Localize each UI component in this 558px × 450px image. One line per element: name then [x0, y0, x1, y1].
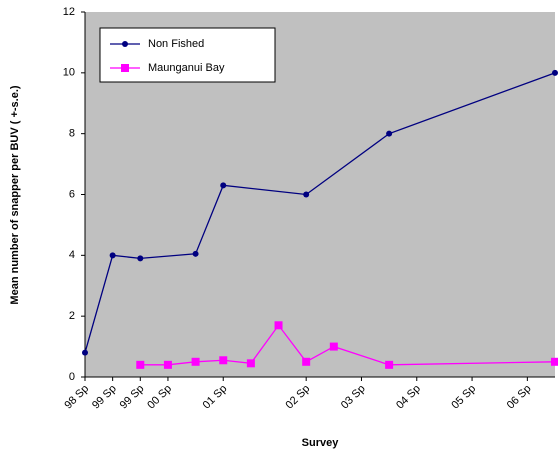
y-tick-label: 4	[69, 249, 75, 261]
marker	[551, 357, 558, 366]
marker	[385, 360, 394, 369]
x-axis-title: Survey	[302, 437, 340, 449]
marker	[552, 69, 558, 76]
marker	[329, 342, 338, 351]
marker	[137, 255, 144, 262]
y-tick-label: 12	[63, 6, 75, 18]
marker	[302, 357, 311, 366]
marker	[246, 359, 255, 368]
y-tick-label: 0	[69, 371, 75, 383]
marker	[386, 130, 393, 137]
series-line	[84, 72, 556, 353]
x-tick-label: 01 Sp	[201, 383, 230, 412]
marker	[136, 360, 145, 369]
x-tick-label: 00 Sp	[145, 383, 174, 412]
y-tick-label: 8	[69, 128, 75, 140]
y-tick-label: 2	[69, 310, 75, 322]
legend-marker	[122, 41, 128, 47]
x-tick-label: 02 Sp	[284, 383, 313, 412]
marker	[219, 356, 228, 365]
y-tick-label: 10	[63, 67, 75, 79]
marker	[303, 191, 310, 198]
x-tick-label: 98 Sp	[62, 383, 91, 412]
series-line	[140, 324, 556, 366]
marker	[109, 252, 116, 259]
x-tick-label: 06 Sp	[505, 383, 534, 412]
y-axis-title: Mean number of snapper per BUV ( +-s.e.)	[9, 85, 21, 304]
legend-label: Non Fished	[148, 38, 204, 50]
marker	[82, 349, 88, 356]
marker	[220, 182, 227, 189]
marker	[163, 360, 172, 369]
legend-marker	[121, 64, 129, 72]
x-tick-label: 04 Sp	[394, 383, 423, 412]
x-tick-label: 05 Sp	[449, 383, 478, 412]
y-tick-label: 6	[69, 188, 75, 200]
x-tick-label: 99 Sp	[118, 383, 147, 412]
marker	[192, 250, 199, 257]
legend-box	[99, 27, 276, 83]
legend-label: Maunganui Bay	[148, 62, 225, 74]
x-tick-label: 99 Sp	[90, 383, 119, 412]
marker	[274, 321, 283, 330]
x-tick-label: 03 Sp	[339, 383, 368, 412]
marker	[191, 357, 200, 366]
